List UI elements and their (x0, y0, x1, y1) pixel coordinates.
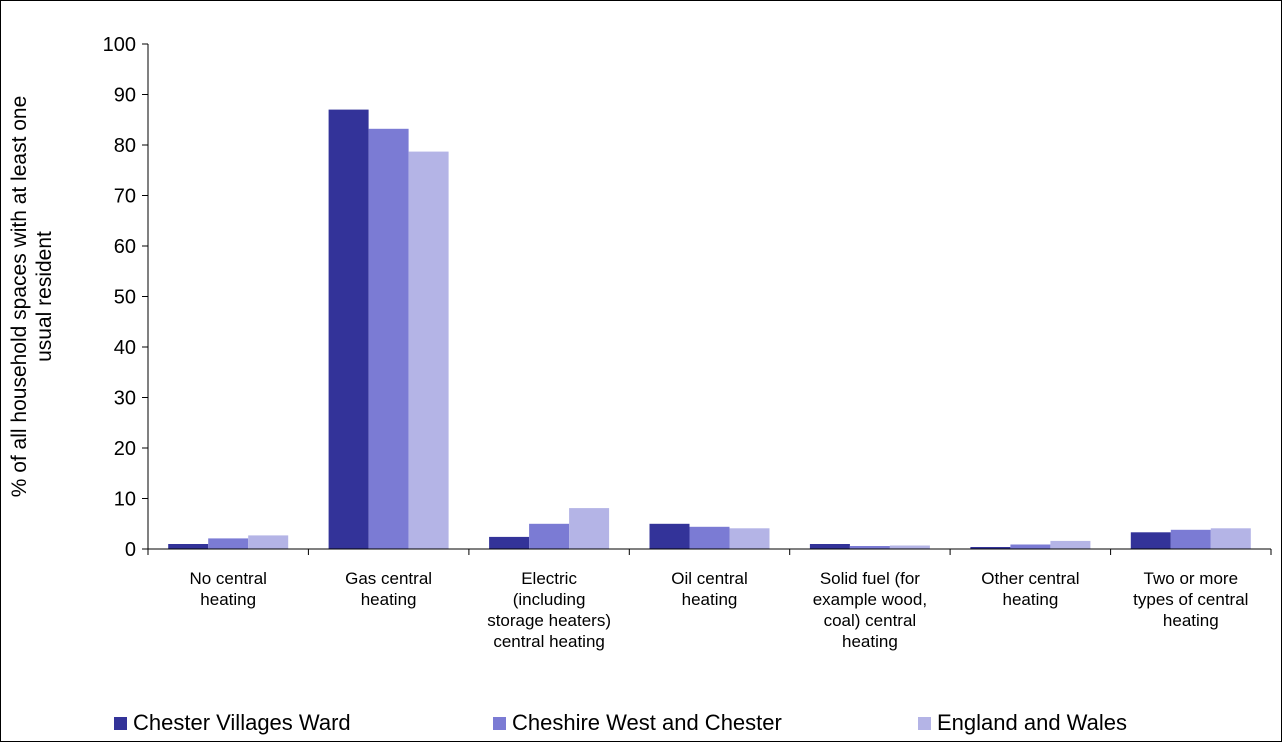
y-tick-label: 80 (114, 135, 136, 157)
bar-series-1-cat-4 (649, 523, 690, 550)
bar-series-1-cat-7 (1130, 532, 1171, 549)
legend: Chester Villages Ward Cheshire West and … (1, 706, 1281, 740)
bar-series-3-cat-7 (1210, 528, 1251, 549)
y-tick-label: 0 (125, 539, 136, 561)
legend-swatch-series-2 (493, 716, 506, 730)
bar-series-3-cat-4 (729, 528, 770, 549)
y-tick-label: 50 (114, 287, 136, 309)
y-axis-title-line-2: usual resident (33, 231, 56, 362)
bar-series-3-cat-5 (889, 545, 930, 549)
legend-item-series-2: Cheshire West and Chester (493, 706, 782, 740)
legend-swatch-series-1 (114, 716, 127, 730)
legend-label-series-2: Cheshire West and Chester (512, 710, 782, 735)
x-category-label: Other central heating (981, 569, 1079, 609)
x-category-label: Solid fuel (for example wood, coal) centra… (813, 569, 927, 651)
y-tick-label: 30 (114, 388, 136, 410)
y-ticks: 0 10 20 30 40 50 60 70 80 90 100 (103, 34, 148, 561)
y-axis-title-line-1: % of all household spaces with at least … (8, 96, 31, 498)
x-category-label: No central heating (189, 569, 266, 609)
bar-series-2-cat-3 (529, 523, 570, 550)
x-category-label: Oil central heating (671, 569, 748, 609)
y-tick-label: 100 (103, 34, 136, 56)
bar-series-3-cat-3 (569, 508, 610, 549)
y-tick-label: 70 (114, 186, 136, 208)
legend-item-series-3: England and Wales (918, 706, 1127, 740)
legend-item-series-1: Chester Villages Ward (114, 706, 351, 740)
bar-series-2-cat-4 (689, 526, 730, 549)
y-tick-label: 20 (114, 438, 136, 460)
x-categories: No central heating Gas central heating Elect… (189, 569, 1248, 651)
bar-series-1-cat-2 (328, 109, 369, 549)
x-category-label: Two or more types of central heating (1133, 569, 1248, 630)
y-tick-label: 60 (114, 236, 136, 258)
bar-series-2-cat-1 (208, 538, 249, 549)
legend-label-series-1: Chester Villages Ward (133, 710, 351, 735)
axes (147, 44, 1272, 555)
bar-series-1-cat-6 (970, 547, 1011, 549)
bar-series-3-cat-1 (248, 535, 289, 549)
x-category-label: Electric (including storage heaters) centra… (487, 569, 611, 651)
x-category-label: Gas central heating (345, 569, 432, 609)
legend-swatch-series-3 (918, 716, 931, 730)
legend-label-series-3: England and Wales (937, 710, 1127, 735)
bar-series-3-cat-2 (408, 151, 449, 549)
bar-series-3-cat-6 (1050, 540, 1091, 549)
bar-series-2-cat-5 (849, 546, 890, 549)
bar-series-1-cat-1 (168, 544, 209, 549)
bar-series-1-cat-5 (809, 544, 850, 549)
y-tick-label: 90 (114, 85, 136, 107)
bar-series-1-cat-3 (489, 536, 530, 549)
y-axis-title: % of all household spaces with at least … (8, 96, 56, 498)
bar-series-2-cat-7 (1170, 529, 1211, 549)
bars (168, 109, 1251, 550)
y-tick-label: 10 (114, 489, 136, 511)
bar-series-2-cat-2 (368, 128, 409, 550)
bar-series-2-cat-6 (1010, 544, 1051, 549)
bar-chart: % of all household spaces with at least … (8, 34, 1272, 651)
y-tick-label: 40 (114, 337, 136, 359)
